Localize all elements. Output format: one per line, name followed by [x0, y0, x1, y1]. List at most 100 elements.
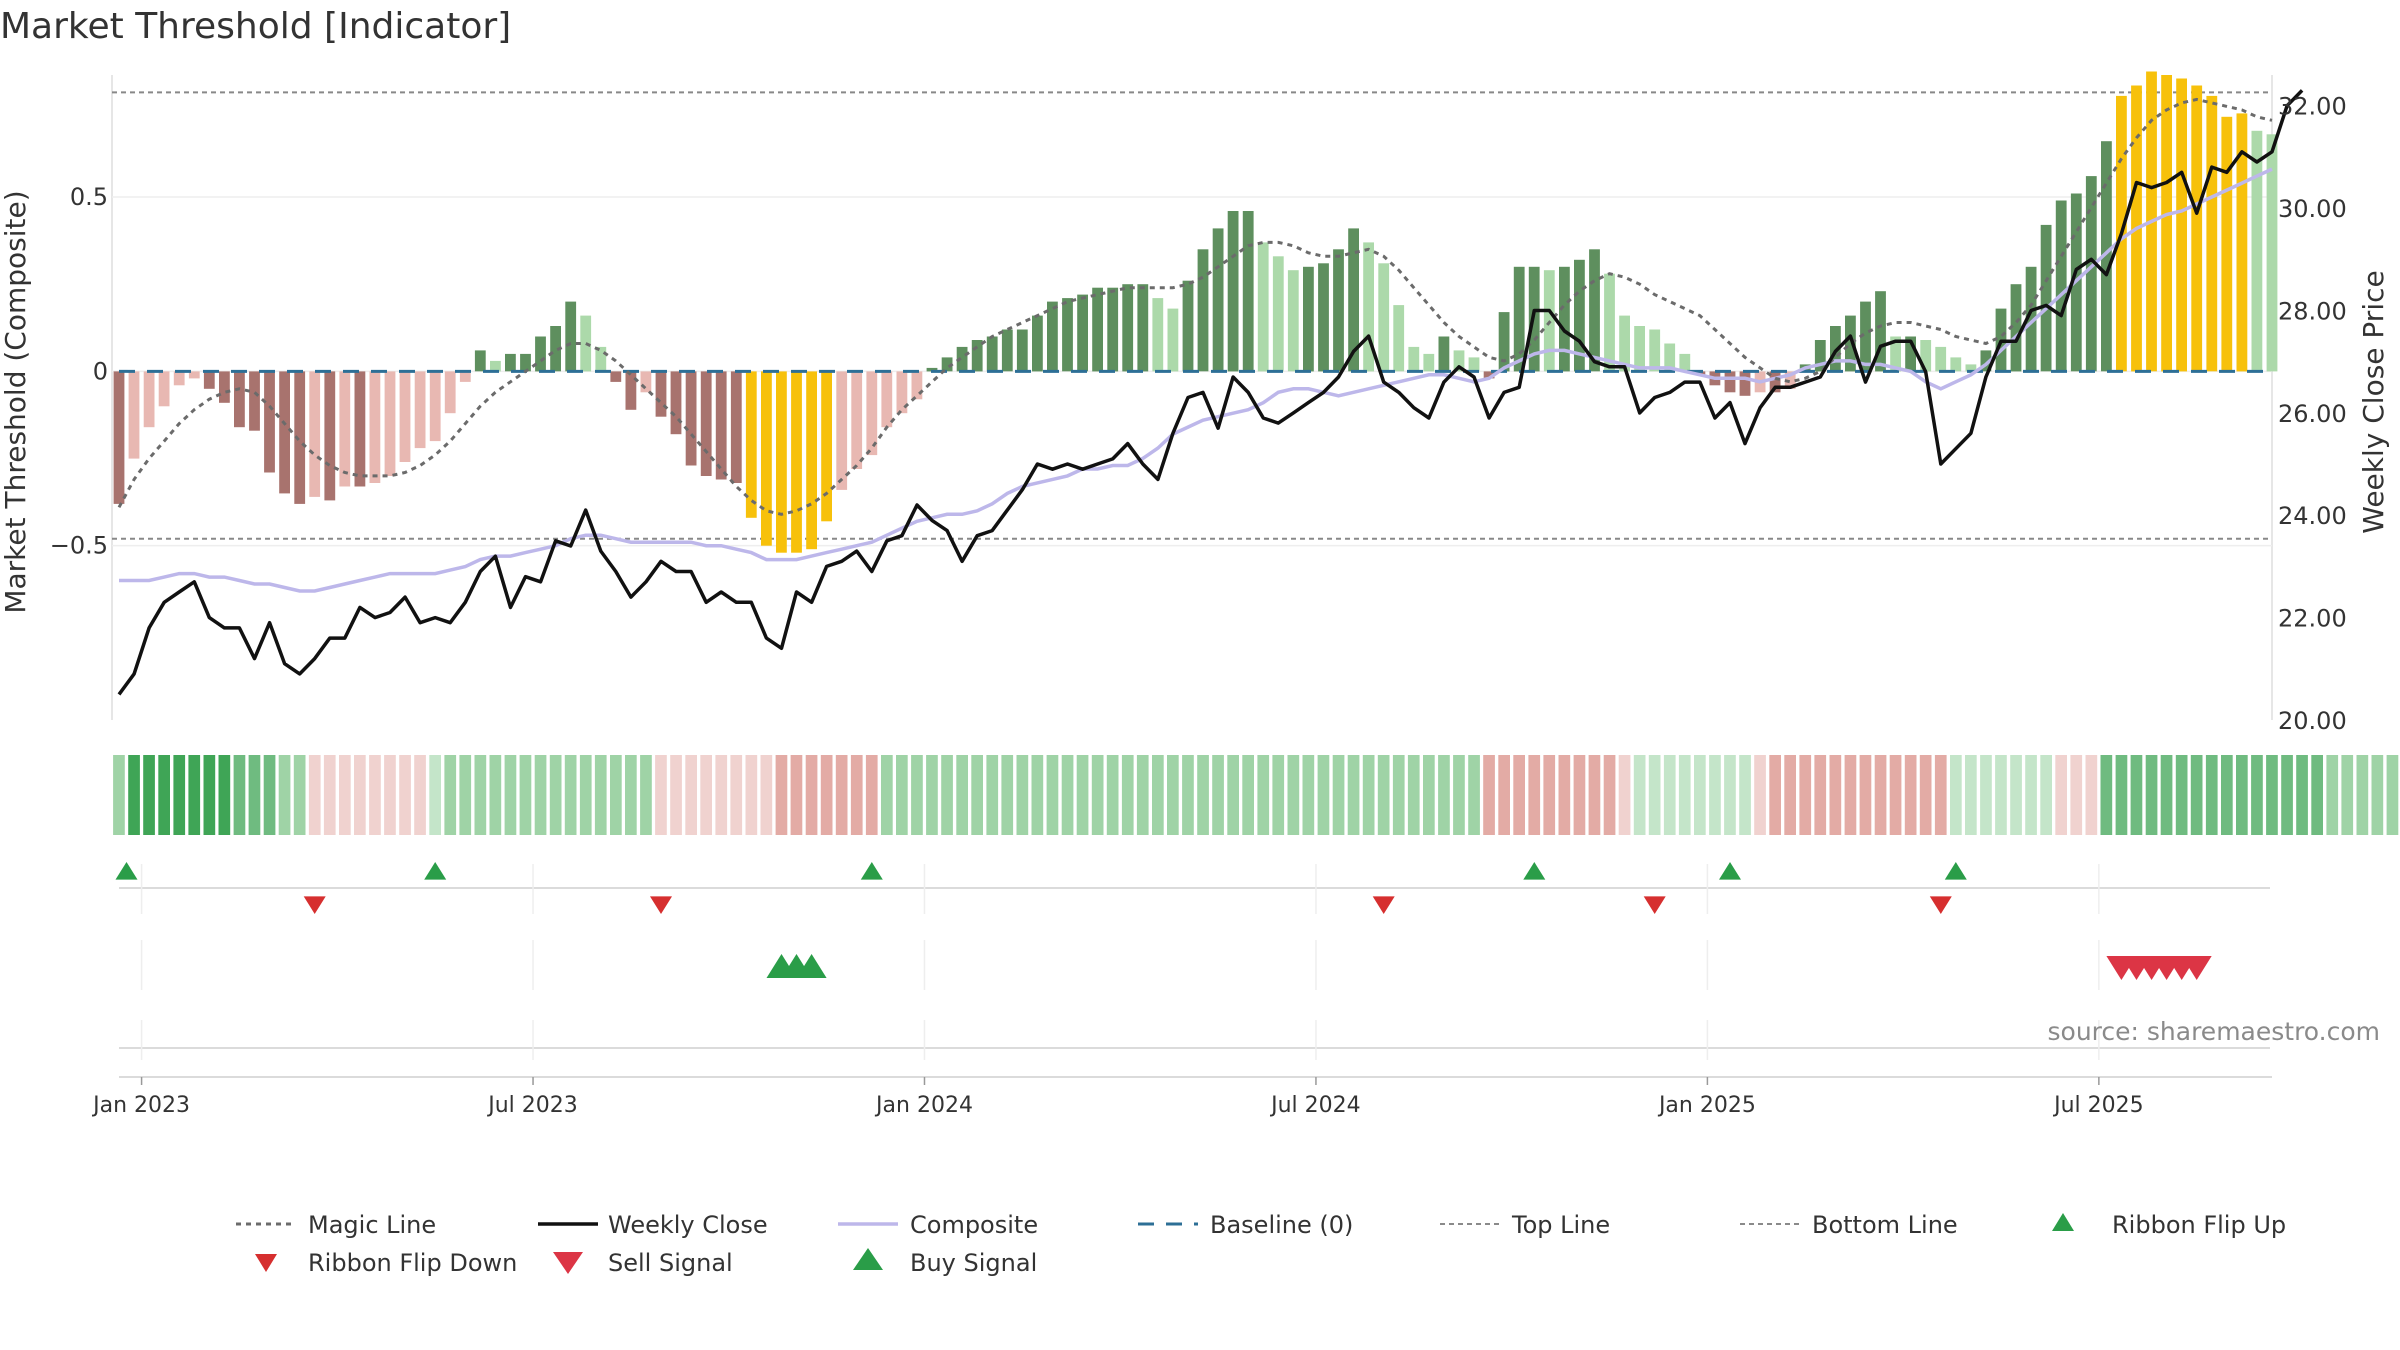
ribbon-cell: [2145, 755, 2158, 835]
ribbon-cell: [1091, 755, 1104, 835]
ribbon-cell: [369, 755, 381, 835]
left-tick-label: −0.5: [50, 532, 108, 560]
ribbon-cell: [1287, 755, 1300, 835]
right-tick-label: 26.00: [2278, 400, 2347, 428]
right-axis-label: Weekly Close Price: [2357, 270, 2390, 533]
ribbon-cell: [1016, 755, 1029, 835]
composite-bar: [1167, 308, 1179, 372]
ribbon-cell: [1227, 755, 1239, 835]
composite-bar: [926, 367, 938, 372]
composite-bar: [1032, 315, 1043, 372]
composite-bar: [1453, 350, 1465, 372]
ribbon-flip-down-marker: [1372, 896, 1395, 914]
ribbon-cell: [2040, 755, 2052, 835]
composite-bar: [2161, 75, 2172, 372]
composite-bar: [1227, 211, 1239, 372]
composite-bar: [941, 357, 953, 372]
ribbon-cell: [926, 755, 938, 835]
ribbon-cell: [1694, 755, 1706, 835]
legend-item-top-line: Top Line: [1440, 1211, 1610, 1239]
ribbon-cell: [113, 755, 125, 835]
ribbon-cell: [1980, 755, 1992, 835]
ribbon-cell: [956, 755, 968, 835]
composite-bar: [219, 371, 230, 403]
x-tick-label: Jul 2024: [1269, 1093, 1361, 1118]
composite-bar: [655, 371, 667, 417]
composite-bar: [1182, 280, 1194, 372]
ribbon-cell: [399, 755, 411, 835]
composite-bar: [339, 371, 351, 487]
ribbon-cell: [2085, 755, 2098, 835]
legend-label: Bottom Line: [1812, 1211, 1958, 1239]
legend-item-ribbon-flip-down: Ribbon Flip Down: [255, 1249, 517, 1277]
legend-item-bottom-line: Bottom Line: [1740, 1211, 1958, 1239]
legend-label: Buy Signal: [910, 1249, 1037, 1277]
composite-bar: [2266, 134, 2278, 372]
ribbon-cell: [700, 755, 712, 835]
ribbon-cell: [429, 755, 441, 835]
ribbon-flip-down-marker: [650, 896, 672, 914]
composite-bar: [1212, 228, 1224, 372]
composite-bar: [821, 371, 832, 522]
ribbon-cell: [1934, 755, 1947, 835]
ribbon-cell: [1874, 755, 1887, 835]
ribbon-cell: [2025, 755, 2037, 835]
composite-bar: [2010, 284, 2022, 372]
legend-item-magic-line: Magic Line: [236, 1211, 436, 1239]
ribbon-cell: [1543, 755, 1556, 835]
composite-bar: [1363, 242, 1374, 372]
composite-bar: [1423, 353, 1435, 372]
ribbon-cell: [715, 755, 728, 835]
ribbon-cell: [2175, 755, 2188, 835]
ribbon-cell: [1197, 755, 1209, 835]
composite-bar: [986, 336, 998, 372]
ribbon-cell: [1528, 755, 1541, 835]
x-tick-label: Jan 2023: [91, 1093, 190, 1118]
composite-bar: [2191, 85, 2203, 372]
ribbon-cell: [1212, 755, 1224, 835]
ribbon-cell: [2371, 755, 2384, 835]
composite-bar: [1047, 301, 1058, 372]
ribbon-cell: [640, 755, 652, 835]
composite-bar: [745, 371, 757, 518]
ribbon-cell: [203, 755, 216, 835]
ribbon-cell: [158, 755, 170, 835]
ribbon-cell: [1844, 755, 1857, 835]
ribbon-cell: [2341, 755, 2354, 835]
ribbon-cell: [233, 755, 246, 835]
ribbon-cell: [1709, 755, 1721, 835]
ribbon-cell: [625, 755, 637, 835]
composite-bar: [490, 360, 501, 372]
ribbon-cell: [1031, 755, 1044, 835]
chart-title: Market Threshold [Indicator]: [0, 6, 511, 47]
composite-bar: [1980, 350, 1992, 372]
composite-bar: [1242, 211, 1254, 372]
legend-item-baseline: Baseline (0): [1138, 1211, 1353, 1239]
composite-bar: [384, 371, 396, 476]
composite-bar: [806, 371, 817, 550]
composite-bar: [309, 371, 321, 497]
composite-bar: [1830, 326, 1841, 372]
composite-bar: [459, 371, 471, 382]
ribbon-cell: [489, 755, 502, 835]
left-axis-label: Market Threshold (Composite): [0, 190, 32, 613]
legend-label: Top Line: [1511, 1211, 1610, 1239]
ribbon-cell: [1483, 755, 1495, 835]
ribbon-cell: [1121, 755, 1134, 835]
ribbon-cell: [1829, 755, 1842, 835]
ribbon-cell: [2356, 755, 2369, 835]
composite-bar: [279, 371, 290, 494]
ribbon-cell: [1392, 755, 1405, 835]
legend-label: Composite: [910, 1211, 1038, 1239]
composite-bar: [1724, 371, 1736, 393]
left-axis: 0.5 0 −0.5: [50, 183, 108, 560]
ribbon-cell: [1995, 755, 2007, 835]
ribbon-cell: [2326, 755, 2339, 835]
ribbon-cell: [323, 755, 336, 835]
ribbon-cell: [1754, 755, 1766, 835]
composite-bar: [188, 371, 200, 379]
composite-bar: [1062, 298, 1073, 372]
legend-item-sell-signal: Sell Signal: [553, 1249, 733, 1277]
composite-bar: [896, 371, 908, 414]
composite-bar: [685, 371, 697, 466]
